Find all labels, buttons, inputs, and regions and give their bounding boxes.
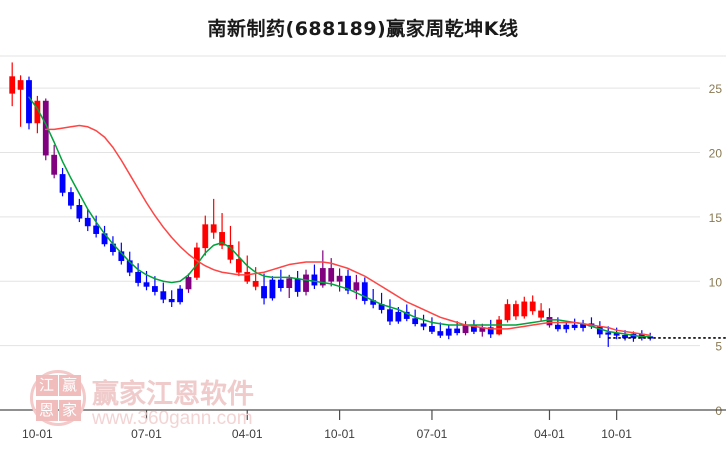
y-tick-label: 15	[709, 211, 723, 225]
y-tick-label: 25	[709, 82, 723, 96]
y-tick-label: 0	[715, 404, 722, 418]
x-tick-label: 10-01	[324, 427, 355, 441]
y-tick-label: 5	[715, 340, 722, 354]
x-tick-label: 04-01	[232, 427, 263, 441]
grid-lines	[0, 55, 726, 411]
x-tick-label: 07-01	[131, 427, 162, 441]
candles-group	[9, 62, 654, 347]
x-tick-label: 10-01	[22, 427, 53, 441]
page-title: 南新制药(688189)赢家周乾坤K线	[207, 18, 519, 40]
y-axis-labels: 0 5 10 15 20 25	[709, 82, 723, 418]
y-tick-label: 20	[709, 147, 723, 161]
x-tick-label: 04-01	[534, 427, 565, 441]
x-tick-label: 10-01	[601, 427, 632, 441]
y-tick-label: 10	[709, 275, 723, 289]
x-axis: 10-01 07-01 04-01 10-01 07-01 04-01 10-01	[0, 409, 726, 441]
ma-lines-group	[28, 96, 651, 338]
x-tick-label: 07-01	[417, 427, 448, 441]
